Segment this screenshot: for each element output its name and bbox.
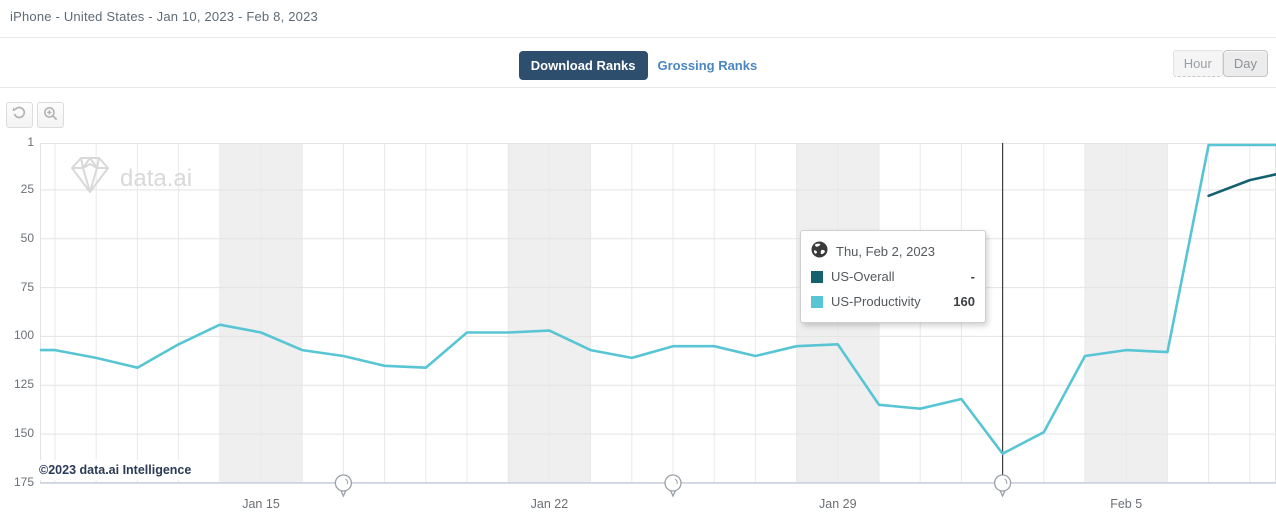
zoom-in-icon [43, 106, 58, 124]
chart-tooltip: Thu, Feb 2, 2023 US-Overall - US-Productiv… [800, 230, 986, 323]
y-tick-label: 75 [20, 279, 34, 294]
tooltip-date: Thu, Feb 2, 2023 [836, 243, 936, 259]
annotation-marker[interactable] [993, 474, 1012, 498]
zoom-in-button[interactable] [37, 102, 64, 128]
x-tick-label: Jan 15 [242, 497, 280, 511]
x-tick-label: Jan 29 [819, 497, 857, 511]
tab-download-ranks[interactable]: Download Ranks [518, 51, 648, 80]
reset-zoom-button[interactable] [6, 102, 33, 128]
us-productivity-line[interactable] [38, 143, 1276, 455]
y-tick-label: 125 [13, 377, 34, 392]
rank-type-tabs: Download Ranks Grossing Ranks [0, 51, 1276, 80]
granularity-toggle: Hour Day [1172, 50, 1268, 77]
chart-zoom-toolbar [6, 102, 64, 128]
us-overall-line[interactable] [1207, 173, 1276, 198]
series-value: - [970, 269, 975, 284]
y-tick-label: 1 [27, 135, 34, 149]
y-tick-label: 50 [20, 230, 34, 245]
page-title: iPhone - United States - Jan 10, 2023 - … [10, 9, 318, 24]
globe-icon [811, 241, 828, 261]
annotation-marker[interactable] [664, 474, 682, 498]
series-swatch [811, 270, 823, 283]
day-button[interactable]: Day [1222, 50, 1268, 77]
x-tick-label: Feb 5 [1110, 497, 1143, 511]
series-label: US-Overall [831, 269, 895, 284]
tooltip-date-row: Thu, Feb 2, 2023 [811, 238, 975, 264]
reset-zoom-icon [12, 106, 27, 124]
tooltip-row: US-Productivity 160 [811, 289, 975, 314]
x-tick-label: Jan 22 [530, 497, 569, 511]
tooltip-row: US-Overall - [811, 264, 975, 289]
tab-grossing-ranks[interactable]: Grossing Ranks [657, 58, 758, 73]
series-swatch [811, 295, 823, 308]
series-value: 160 [953, 294, 975, 309]
copyright-label: ©2023 data.ai Intelligence [35, 460, 200, 480]
y-tick-label: 25 [20, 181, 34, 196]
divider [0, 87, 1276, 88]
divider [0, 37, 1276, 38]
series-label: US-Productivity [831, 294, 921, 309]
y-tick-label: 175 [13, 475, 34, 489]
hour-button[interactable]: Hour [1172, 50, 1223, 77]
annotation-marker[interactable] [334, 474, 353, 498]
y-tick-label: 100 [13, 328, 34, 343]
rank-chart-plot[interactable] [38, 142, 1276, 504]
y-tick-label: 150 [13, 426, 34, 441]
